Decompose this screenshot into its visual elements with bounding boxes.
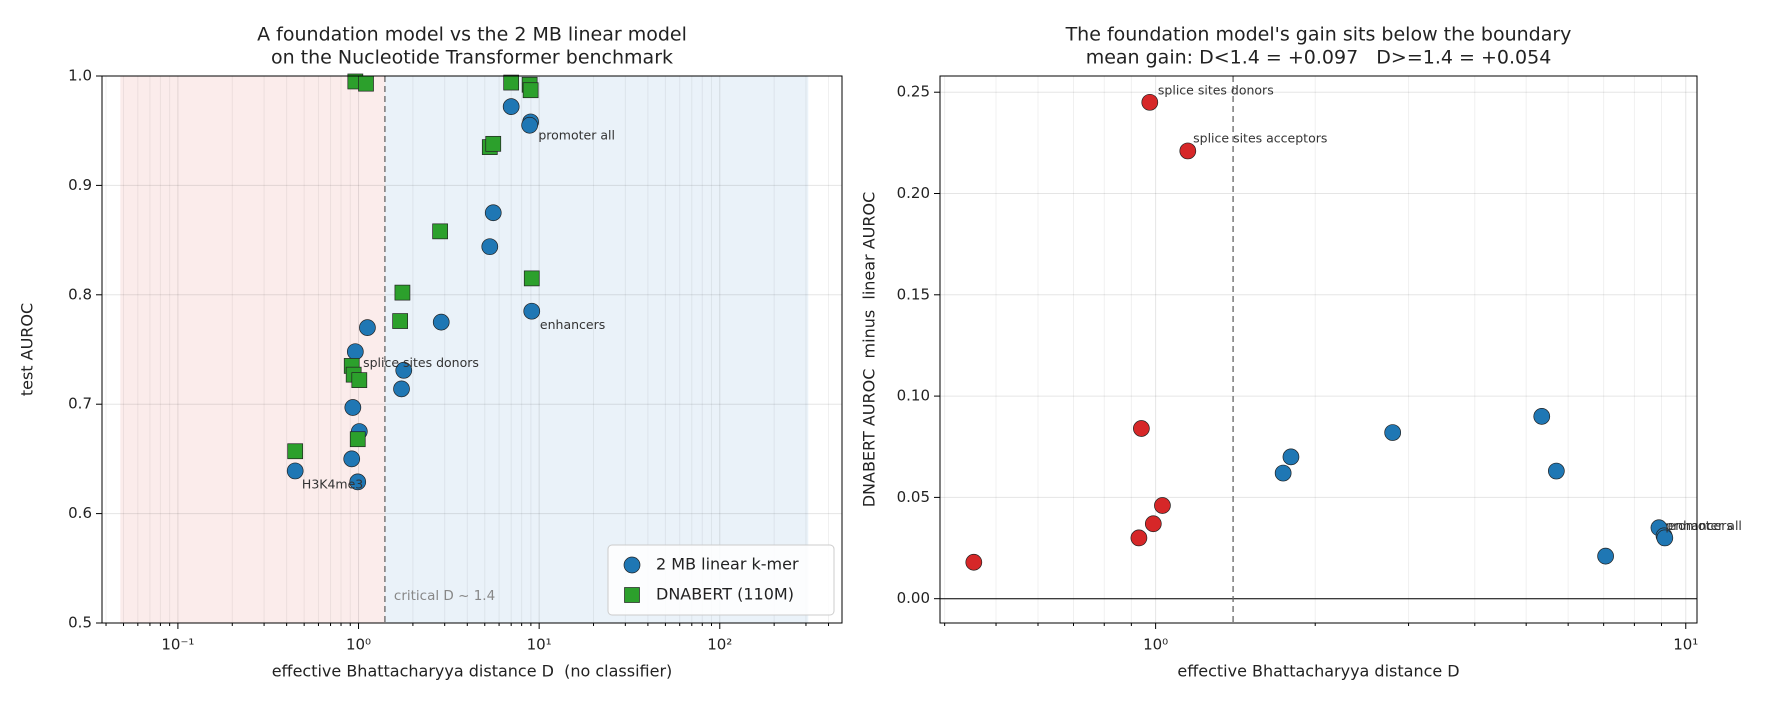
legend-label: 2 MB linear k-mer [656,555,799,574]
point [502,98,520,115]
point [1533,408,1551,425]
point [485,135,502,152]
point [432,223,448,240]
point [503,74,520,91]
point [1597,547,1614,565]
point [1274,464,1292,482]
point [393,380,410,398]
annotation: enhancers [540,317,605,332]
point [965,553,983,571]
point [1144,515,1162,533]
legend-marker [624,587,640,603]
point [1282,448,1300,466]
point [346,343,364,361]
x-axis-label: effective Bhattacharyya distance D (no c… [272,662,673,681]
point [349,473,367,491]
y-axis-label: test AUROC [18,303,37,396]
y-tick-label: 0.8 [68,285,92,303]
annotation: splice sites acceptors [1193,130,1327,145]
legend-marker [623,556,641,574]
point [1141,93,1159,111]
boundary-label: critical D ~ 1.4 [394,588,495,604]
point [286,462,304,480]
shaded-region [120,76,385,623]
point [1133,420,1150,437]
chart-title: The foundation model's gain sits below t… [1065,24,1572,46]
point [351,372,368,388]
axes-frame [939,75,1698,624]
x-tick-label: 10¹ [1673,636,1698,654]
y-tick-label: 0.15 [897,285,930,303]
y-tick-label: 0.7 [68,395,92,413]
point [359,319,376,336]
x-axis-label: effective Bhattacharyya distance D [1177,662,1459,681]
x-tick-label: 10⁰ [1143,636,1168,654]
point [523,270,540,287]
y-tick-label: 0.10 [897,387,930,405]
y-tick-label: 0.05 [897,488,930,506]
y-tick-label: 0.9 [68,176,92,194]
y-tick-label: 1.0 [68,67,92,85]
point [392,313,408,329]
y-tick-label: 0.5 [68,614,92,632]
y-tick-label: 0.20 [897,184,930,202]
point [1656,529,1674,547]
axes-frame [101,75,843,624]
point [522,82,539,99]
panel: The foundation model's gain sits below t… [860,24,1742,681]
legend-box [607,544,835,616]
point [349,431,366,448]
annotation: enhancers [1668,518,1733,533]
point [484,204,502,222]
point [432,313,450,331]
x-tick-label: 10² [707,636,732,654]
point [1154,497,1171,514]
shaded-region [384,76,809,623]
chart-title: A foundation model vs the 2 MB linear mo… [257,24,687,46]
point [1384,424,1402,441]
x-tick-label: 10⁰ [346,636,371,654]
legend-label: DNABERT (110M) [656,585,794,604]
annotation: promoter all [1665,518,1742,533]
annotation: promoter all [538,128,615,143]
point [1179,142,1197,160]
point [358,75,374,92]
y-axis-label: DNABERT AUROC minus linear AUROC [860,192,879,508]
point [394,284,411,301]
point [481,238,499,256]
point [287,443,304,460]
annotation: H3K4me3 [302,477,363,492]
x-tick-label: 10¹ [527,636,552,654]
point [344,399,362,416]
point [1547,462,1565,480]
point [521,116,539,134]
point [395,361,413,379]
point [1130,529,1148,547]
y-tick-label: 0.25 [897,83,930,101]
chart-title: mean gain: D<1.4 = +0.097 D>=1.4 = +0.05… [1086,47,1552,69]
point [343,450,361,468]
y-tick-label: 0.6 [68,504,92,522]
annotation: splice sites donors [363,355,479,370]
y-tick-label: 0.00 [897,589,930,607]
point [523,302,541,320]
panel: A foundation model vs the 2 MB linear mo… [18,24,843,681]
annotation: splice sites donors [1158,82,1274,97]
x-tick-label: 10⁻¹ [161,636,194,654]
chart-title: on the Nucleotide Transformer benchmark [271,47,673,69]
